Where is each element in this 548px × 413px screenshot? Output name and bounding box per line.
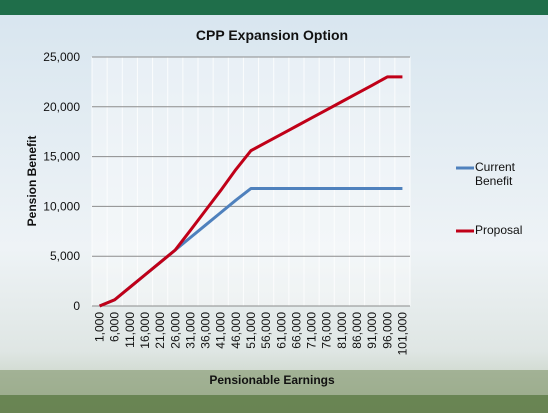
x-tick-label: 31,000	[183, 312, 197, 349]
x-tick-label: 81,000	[335, 312, 349, 349]
x-tick-label: 101,000	[395, 312, 409, 356]
x-tick-label: 66,000	[289, 312, 303, 349]
x-tick-label: 71,000	[305, 312, 319, 349]
x-tick-label: 51,000	[244, 312, 258, 349]
y-tick-label: 5,000	[50, 249, 80, 263]
y-tick-label: 20,000	[43, 100, 80, 114]
y-tick-label: 15,000	[43, 150, 80, 164]
x-axis-label: Pensionable Earnings	[209, 373, 335, 387]
x-tick-label: 26,000	[168, 312, 182, 349]
y-tick-label: 25,000	[43, 50, 80, 64]
x-tick-label: 11,000	[123, 312, 137, 348]
x-tick-label: 91,000	[365, 312, 379, 349]
chart-title: CPP Expansion Option	[196, 27, 348, 43]
legend-label: Proposal	[475, 223, 523, 237]
x-tick-label: 1,000	[93, 312, 107, 342]
x-tick-label: 76,000	[320, 312, 334, 349]
legend-label: Current Benefit	[475, 160, 516, 188]
y-tick-label: 0	[73, 299, 80, 313]
x-tick-label: 56,000	[259, 312, 273, 349]
y-axis-label: Pension Benefit	[25, 136, 39, 227]
x-tick-label: 41,000	[214, 312, 228, 349]
x-tick-label: 46,000	[229, 312, 243, 349]
x-tick-label: 6,000	[108, 312, 122, 342]
x-tick-label: 96,000	[380, 312, 394, 349]
y-tick-label: 10,000	[43, 199, 80, 213]
x-tick-label: 86,000	[350, 312, 364, 349]
field	[0, 395, 548, 413]
plot-area	[92, 57, 410, 306]
x-tick-label: 21,000	[153, 312, 167, 349]
series-line	[99, 75, 403, 308]
x-tick-label: 16,000	[138, 312, 152, 349]
header-bar	[0, 0, 548, 15]
x-tick-label: 61,000	[274, 312, 288, 349]
x-tick-label: 36,000	[199, 312, 213, 349]
